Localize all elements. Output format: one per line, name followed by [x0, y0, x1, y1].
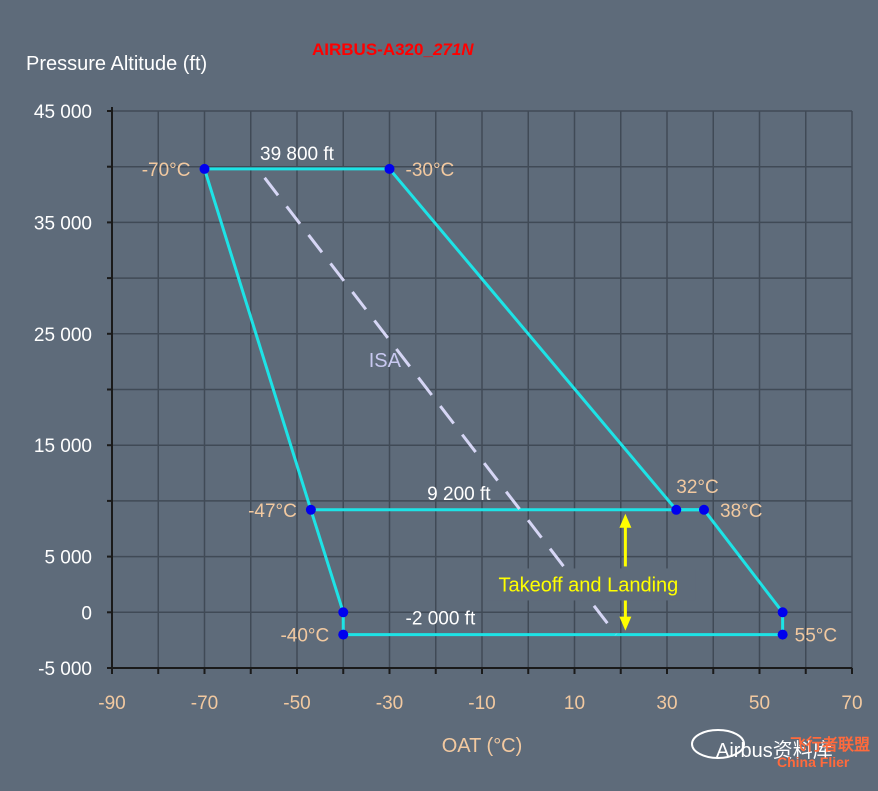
envelope-point	[671, 504, 682, 515]
y-tick-label: 0	[81, 603, 92, 624]
temperature-label: -70°C	[142, 160, 191, 181]
y-tick-label: 35 000	[34, 213, 92, 234]
x-tick-label: -30	[376, 693, 403, 714]
x-tick-label: 70	[841, 693, 862, 714]
y-tick-label: -5 000	[38, 659, 92, 680]
envelope-point	[777, 607, 788, 618]
annotation-arrow-up-head	[619, 513, 632, 528]
watermark-source-text: Airbus资料库	[716, 739, 833, 762]
x-tick-label: -10	[468, 693, 495, 714]
isa-label: ISA	[369, 350, 402, 372]
temperature-label: -47°C	[248, 501, 297, 522]
y-tick-label: 45 000	[34, 102, 92, 123]
envelope-point	[384, 163, 395, 174]
chart-marks	[199, 163, 788, 640]
bottom-watermark: Airbus资料库 飞行者联盟 China Flier	[691, 729, 870, 770]
envelope-outline	[203, 167, 785, 637]
x-tick-label: -90	[98, 693, 125, 714]
watermark-title: AIRBUS-A320_271N	[312, 40, 474, 59]
y-axis-title: Pressure Altitude (ft)	[26, 53, 207, 75]
envelope-point	[699, 504, 709, 515]
x-tick-label: 10	[564, 693, 585, 714]
watermark-prefix: AIRBUS-A320_	[312, 40, 433, 59]
x-tick-label: 30	[656, 693, 677, 714]
axes	[107, 107, 853, 674]
envelope-point	[199, 163, 210, 174]
x-axis-title: OAT (°C)	[442, 735, 523, 757]
annotation-arrow-down-head	[619, 616, 632, 631]
watermark-brand-en-text: China Flier	[777, 754, 850, 770]
isa-line	[263, 176, 618, 636]
temperature-label: -40°C	[280, 626, 329, 647]
temperature-label: -30°C	[406, 160, 455, 181]
envelope-point	[338, 607, 349, 618]
watermark-brand-text: 飞行者联盟	[790, 735, 870, 754]
y-tick-label: 15 000	[34, 436, 92, 457]
temperature-label: 32°C	[676, 477, 718, 498]
watermark-emphasis: 271N	[432, 40, 474, 59]
takeoff-landing-label: Takeoff and Landing	[498, 574, 678, 596]
envelope-point	[338, 629, 349, 640]
annotation-label-background	[485, 568, 696, 601]
y-tick-label: 25 000	[34, 325, 92, 346]
x-tick-label: 50	[749, 693, 770, 714]
envelope-point	[305, 504, 316, 515]
chart-labels: 45 000 35 000 25 000 15 000 5 000 0 -5 000 -90 -…	[34, 102, 863, 714]
x-tick-label: -70	[191, 693, 218, 714]
x-tick-label: -50	[283, 693, 310, 714]
envelope-point	[777, 629, 788, 640]
altitude-label: 9 200 ft	[427, 484, 491, 505]
altitude-label: 39 800 ft	[260, 144, 335, 165]
y-tick-label: 5 000	[44, 548, 92, 569]
temperature-label: 55°C	[795, 626, 837, 647]
temperature-label: 38°C	[720, 501, 762, 522]
altitude-label: -2 000 ft	[406, 609, 476, 630]
watermark-logo-icon	[691, 729, 745, 759]
grid	[112, 110, 853, 668]
